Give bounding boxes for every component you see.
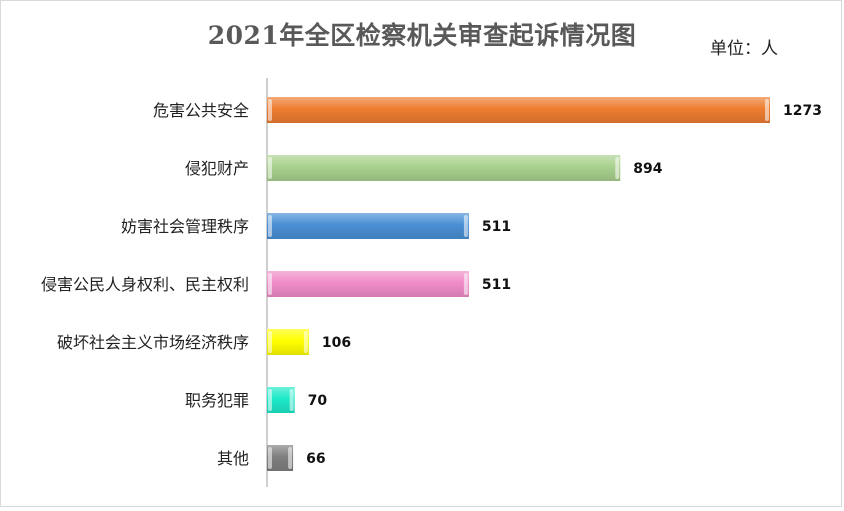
bar-2-right-bevel (615, 157, 620, 179)
data-label-3: 511 (482, 219, 511, 235)
bar-1 (267, 97, 770, 123)
bar-5-right-bevel (303, 331, 308, 353)
data-label-6: 70 (308, 393, 328, 409)
unit-label: 单位：人 (710, 39, 778, 59)
bar-3-right-bevel (463, 215, 468, 237)
bar-6-left-bevel (268, 389, 272, 411)
bar-3-left-bevel (268, 215, 272, 237)
bar-1-right-bevel (765, 99, 769, 121)
bar-7-left-bevel (268, 447, 272, 469)
data-label-5: 106 (322, 335, 351, 351)
data-label-1: 1273 (783, 103, 822, 119)
data-label-7: 66 (306, 451, 325, 467)
category-label-7: 其他 (217, 449, 249, 468)
bar-5-left-bevel (268, 331, 272, 353)
category-label-2: 侵犯财产 (185, 159, 249, 178)
bar-5 (267, 329, 309, 355)
category-label-5: 破坏社会主义市场经济秩序 (57, 333, 249, 352)
bar-4 (267, 271, 469, 297)
bar-3 (267, 213, 469, 239)
bar-2-left-bevel (268, 157, 272, 179)
bar-4-left-bevel (268, 273, 272, 295)
data-label-2: 894 (633, 161, 662, 177)
category-label-6: 职务犯罪 (185, 391, 249, 410)
category-label-1: 危害公共安全 (153, 101, 249, 120)
category-label-4: 侵害公民人身权利、民主权利 (41, 275, 249, 294)
data-label-4: 511 (482, 277, 511, 293)
bar-7-right-bevel (288, 447, 293, 469)
bar-1-left-bevel (268, 99, 272, 121)
bar-4-right-bevel (463, 273, 468, 295)
category-label-3: 妨害社会管理秩序 (121, 217, 249, 236)
bar-6-right-bevel (289, 389, 294, 411)
bar-2 (267, 155, 621, 181)
chart-title: 2021年全区检察机关审查起诉情况图 (207, 21, 637, 50)
